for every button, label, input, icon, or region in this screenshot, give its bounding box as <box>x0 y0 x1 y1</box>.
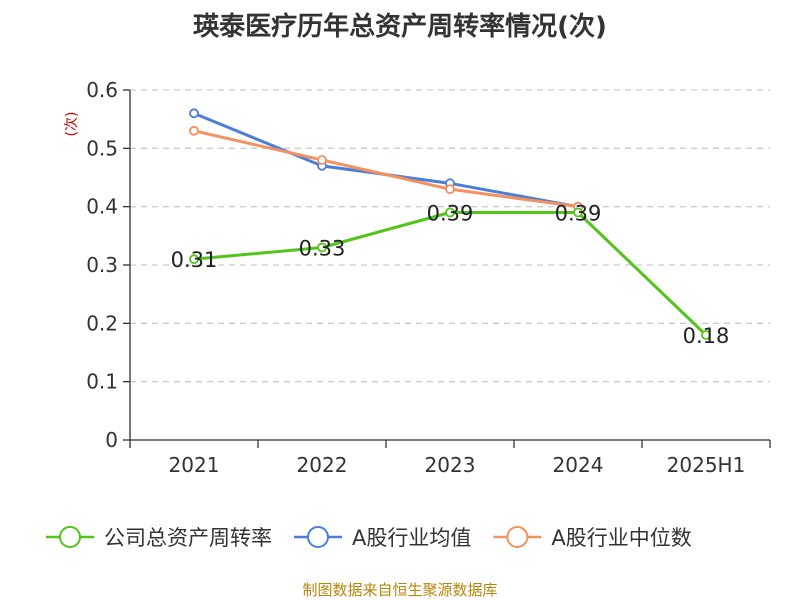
x-tick-label: 2021 <box>169 453 220 477</box>
y-tick-label: 0.6 <box>86 78 118 102</box>
grid-layer <box>130 89 770 383</box>
y-tick-label: 0.2 <box>86 311 118 335</box>
data-point <box>189 125 199 136</box>
legend-label: A股行业中位数 <box>551 526 691 550</box>
legend-marker <box>307 526 329 548</box>
series-line-2 <box>193 129 579 209</box>
legend: 公司总资产周转率 A股行业均值 A股行业中位数 <box>46 526 692 550</box>
y-tick-label: 0.1 <box>86 370 118 394</box>
data-label: 0.18 <box>683 324 730 348</box>
x-tick-label: 2022 <box>297 453 348 477</box>
data-labels-layer: 0.31 0.33 0.39 0.39 0.18 <box>171 202 730 349</box>
data-label: 0.31 <box>171 248 218 272</box>
x-tick-label: 2025H1 <box>667 453 746 477</box>
chart-title: 瑛泰医疗历年总资产周转率情况(次) <box>193 11 607 42</box>
data-label: 0.33 <box>299 237 346 261</box>
y-tick-label: 0 <box>105 428 118 452</box>
legend-label: A股行业均值 <box>352 526 471 550</box>
data-point <box>317 155 327 165</box>
data-point <box>445 184 455 195</box>
series-line-0 <box>193 211 708 337</box>
source-note: 制图数据来自恒生聚源数据库 <box>302 581 497 599</box>
data-point <box>573 207 583 218</box>
y-tick-label: 0.5 <box>86 136 118 160</box>
axes-layer: 0 0.1 0.2 0.3 0.4 0.5 0.6 2021 2022 2023 2024 2025H… <box>86 78 771 477</box>
lines-layer <box>189 108 711 340</box>
legend-label: 公司总资产周转率 <box>104 526 272 550</box>
x-tick-label: 2023 <box>425 453 476 477</box>
data-point <box>445 207 455 218</box>
legend-item[interactable]: A股行业均值 <box>294 526 471 550</box>
y-tick-label: 0.3 <box>86 253 118 277</box>
y-tick-label: 0.4 <box>86 195 118 219</box>
legend-item[interactable]: A股行业中位数 <box>493 526 692 550</box>
legend-marker <box>59 526 81 548</box>
data-point <box>317 242 327 253</box>
data-label: 0.39 <box>555 202 602 226</box>
data-label: 0.39 <box>427 202 474 226</box>
series-line-1 <box>193 111 579 209</box>
legend-item[interactable]: 公司总资产周转率 <box>46 526 272 550</box>
y-axis-label: (次) <box>64 112 80 137</box>
data-point <box>701 330 711 340</box>
data-point <box>189 108 199 119</box>
data-point <box>189 254 199 265</box>
legend-marker <box>506 526 529 548</box>
x-tick-label: 2024 <box>553 453 604 477</box>
